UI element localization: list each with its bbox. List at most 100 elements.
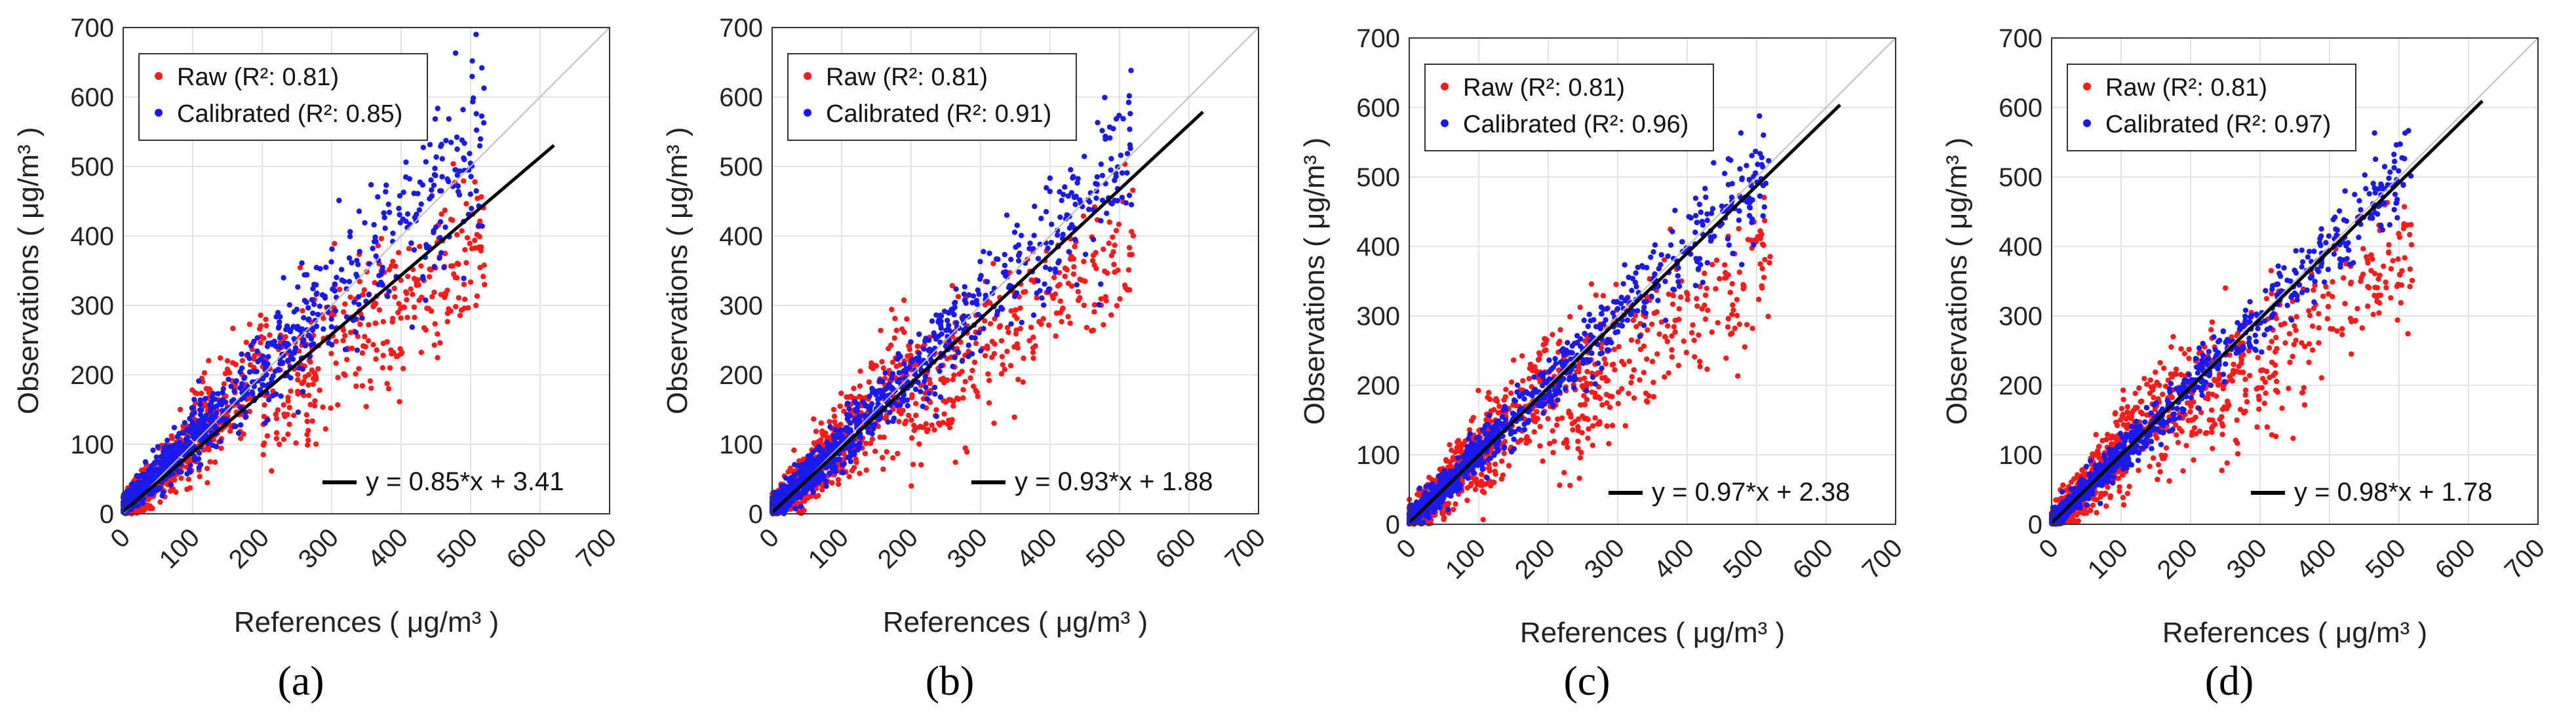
data-point (301, 315, 307, 321)
data-point (1468, 417, 1475, 424)
x-tick-label: 700 (1220, 523, 1271, 574)
data-point (296, 348, 302, 354)
data-point (131, 492, 138, 497)
data-point (1641, 370, 1647, 376)
data-point (306, 316, 312, 322)
data-point (477, 265, 483, 271)
data-point (1500, 407, 1506, 413)
data-point (217, 355, 224, 361)
data-point (1721, 170, 1728, 176)
data-point (1676, 306, 1682, 312)
data-point (1123, 200, 1129, 206)
data-point (197, 402, 203, 408)
data-point (239, 384, 244, 390)
data-point (1115, 267, 1121, 273)
data-point (210, 419, 216, 425)
data-point (890, 455, 896, 461)
data-point (1051, 275, 1057, 280)
data-point (938, 325, 944, 331)
data-point (288, 375, 294, 381)
data-point (237, 369, 243, 375)
data-point (1017, 250, 1023, 256)
data-point (437, 219, 444, 225)
data-point (460, 107, 466, 113)
data-point (1683, 290, 1690, 296)
data-point (916, 355, 922, 361)
legend: Raw (R²: 0.81)Calibrated (R²: 0.85) (138, 53, 428, 141)
data-point (366, 292, 372, 298)
data-point (191, 425, 197, 431)
data-point (777, 490, 783, 496)
data-point (791, 472, 797, 478)
data-point (277, 335, 283, 341)
data-point (815, 493, 821, 499)
data-point (228, 383, 234, 389)
data-point (286, 302, 292, 308)
data-point (366, 322, 372, 328)
data-point (984, 279, 990, 285)
data-point (465, 305, 471, 311)
data-point (1068, 166, 1074, 173)
data-point (404, 290, 410, 296)
data-point (897, 377, 903, 383)
data-point (1761, 218, 1768, 223)
data-point (432, 116, 439, 122)
data-point (1677, 294, 1684, 300)
data-point (199, 407, 205, 413)
data-point (940, 419, 946, 425)
data-point (938, 363, 944, 369)
data-point (275, 309, 281, 316)
data-point (1599, 365, 1605, 372)
data-point (1650, 379, 1656, 385)
data-point (962, 284, 968, 290)
data-point (321, 326, 326, 332)
data-point (404, 315, 410, 320)
data-point (431, 182, 437, 188)
data-point (836, 428, 842, 435)
data-point (201, 370, 208, 376)
data-point (1485, 457, 1491, 463)
data-point (454, 146, 460, 152)
data-point (1542, 340, 1549, 346)
data-point (1541, 348, 1548, 354)
data-point (916, 331, 922, 338)
data-point (357, 279, 362, 284)
data-point (397, 398, 402, 405)
data-point (469, 58, 475, 64)
data-point (863, 467, 869, 473)
data-point (264, 433, 271, 439)
data-point (886, 345, 891, 352)
data-point (1725, 236, 1731, 242)
data-point (153, 466, 160, 473)
data-point (869, 436, 876, 442)
data-point (785, 469, 791, 475)
data-point (1521, 396, 1527, 402)
data-point (820, 448, 826, 454)
data-point (1040, 316, 1046, 322)
data-point (438, 188, 444, 194)
data-point (435, 331, 440, 337)
data-point (265, 396, 272, 403)
data-point (416, 207, 422, 213)
identity-line (123, 27, 610, 514)
data-point (380, 319, 386, 325)
data-point (423, 159, 429, 165)
data-point (171, 475, 177, 482)
data-point (776, 496, 782, 502)
data-point (123, 490, 130, 495)
data-point (841, 461, 847, 467)
data-point (1696, 358, 1703, 364)
data-point (1110, 234, 1116, 241)
data-point (958, 339, 964, 345)
data-point (341, 371, 347, 377)
data-point (433, 224, 439, 230)
data-point (1498, 476, 1504, 482)
data-point (1127, 145, 1133, 151)
data-point (386, 209, 393, 216)
data-point (305, 437, 311, 443)
y-tick-label: 300 (70, 292, 114, 320)
data-point (846, 474, 852, 480)
data-point (455, 189, 461, 195)
data-point (963, 300, 969, 306)
